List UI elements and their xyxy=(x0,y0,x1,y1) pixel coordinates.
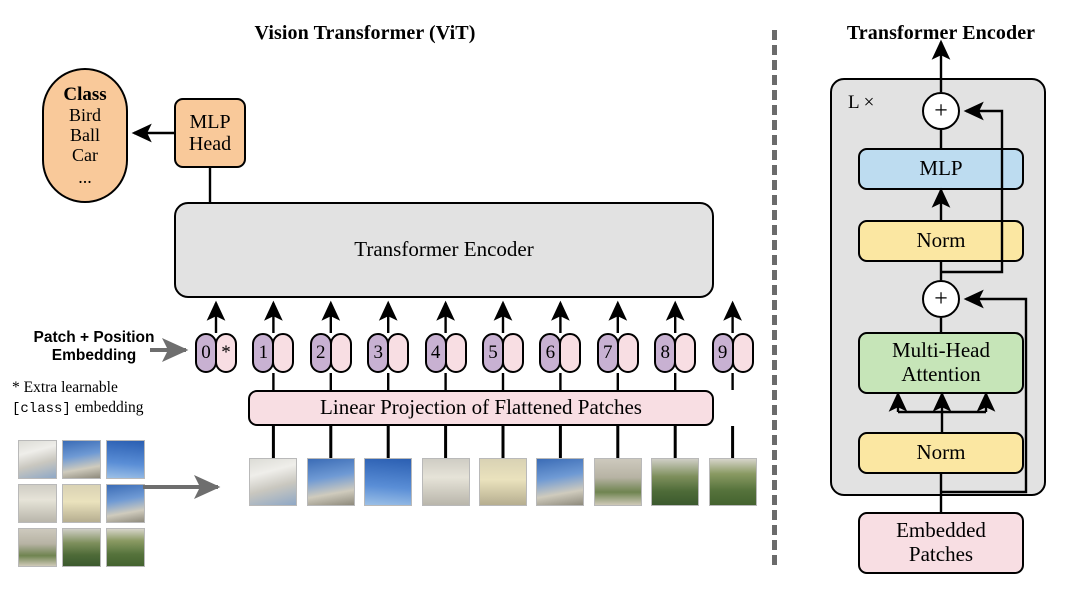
left-panel-title: Vision Transformer (ViT) xyxy=(254,22,476,44)
source-patch-r0-c0 xyxy=(18,440,57,479)
flattened-patch-9 xyxy=(708,458,757,506)
source-patch-r2-c0 xyxy=(18,528,57,567)
norm-block-top: Norm xyxy=(858,220,1024,262)
class-output-box: Class Bird Ball Car ... xyxy=(42,68,128,203)
flattened-patch-5 xyxy=(479,458,527,506)
mlp-block: MLP xyxy=(858,148,1024,190)
source-patch-r0-c1 xyxy=(62,440,101,479)
multi-head-attention-block: Multi-Head Attention xyxy=(858,332,1024,394)
source-patch-r2-c2 xyxy=(106,528,145,567)
mlp-head-line2: Head xyxy=(188,133,232,155)
token-5-patch-half xyxy=(502,333,524,373)
token-9-patch-half xyxy=(731,333,754,373)
embedded-patches-line2: Patches xyxy=(908,542,974,566)
source-patch-r1-c1 xyxy=(62,484,101,523)
extra-learnable-note: * Extra learnable [class] embedding xyxy=(12,378,187,419)
token-3-position-half: 3 xyxy=(367,333,390,373)
flattened-patch-2 xyxy=(306,458,355,506)
class-item-0: Bird xyxy=(68,104,101,125)
linear-projection-box: Linear Projection of Flattened Patches xyxy=(248,390,714,426)
patch-to-projection-stems xyxy=(271,426,735,458)
class-item-1: Ball xyxy=(70,124,100,145)
mha-line2: Attention xyxy=(901,362,981,386)
projection-to-token-stems xyxy=(272,373,734,390)
flattened-patch-8 xyxy=(651,458,700,506)
class-token-literal: [class] xyxy=(12,401,71,418)
source-patch-r2-c1 xyxy=(62,528,101,567)
flattened-patch-3 xyxy=(364,458,413,506)
flattened-patch-4 xyxy=(421,458,470,506)
residual-add-bottom: + xyxy=(922,280,960,318)
mlp-head-box: MLP Head xyxy=(174,98,246,168)
residual-skip-mlp xyxy=(941,101,1004,274)
token-2-patch-half xyxy=(329,333,352,373)
residual-skip-attention xyxy=(941,289,1028,494)
residual-add-top: + xyxy=(922,92,960,130)
extra-learnable-note-line2: embedding xyxy=(70,399,144,417)
embedded-patches-line1: Embedded xyxy=(896,518,986,543)
patch-position-embedding-label: Patch + Position Embedding xyxy=(8,329,180,366)
right-panel-title: Transformer Encoder xyxy=(846,22,1036,44)
token-to-encoder-arrows xyxy=(206,300,742,333)
flattened-patch-6 xyxy=(536,458,585,506)
flattened-patch-7 xyxy=(593,458,642,506)
embedding-label-line1: Patch + Position xyxy=(33,329,155,346)
token-8-patch-half xyxy=(674,333,697,373)
token-7-patch-half xyxy=(616,333,639,373)
norm-block-bottom: Norm xyxy=(858,432,1024,474)
token-3-patch-half xyxy=(387,333,410,373)
source-patch-r1-c2 xyxy=(106,484,145,523)
class-item-2: Car xyxy=(72,145,98,166)
panel-divider xyxy=(772,30,777,565)
repeat-count-label: L × xyxy=(848,92,875,113)
token-6-patch-half xyxy=(559,333,582,373)
mha-line1: Multi-Head xyxy=(892,338,990,363)
mlp-head-line1: MLP xyxy=(189,110,231,133)
source-patch-r1-c0 xyxy=(18,484,57,523)
token-4-patch-half xyxy=(444,333,467,373)
flattened-patch-1 xyxy=(249,458,298,506)
attention-qkv-trident xyxy=(896,400,988,432)
embedding-label-line2: Embedding xyxy=(51,347,137,365)
token-0-class-embedding-half: * xyxy=(215,333,237,373)
transformer-encoder-box: Transformer Encoder xyxy=(174,202,714,298)
source-patch-r0-c2 xyxy=(106,440,145,479)
token-1-patch-half xyxy=(272,333,295,373)
class-ellipsis: ... xyxy=(78,167,92,188)
embedded-patches-block: Embedded Patches xyxy=(858,512,1024,574)
extra-learnable-note-line1: * Extra learnable xyxy=(12,379,118,396)
class-heading: Class xyxy=(63,83,107,105)
